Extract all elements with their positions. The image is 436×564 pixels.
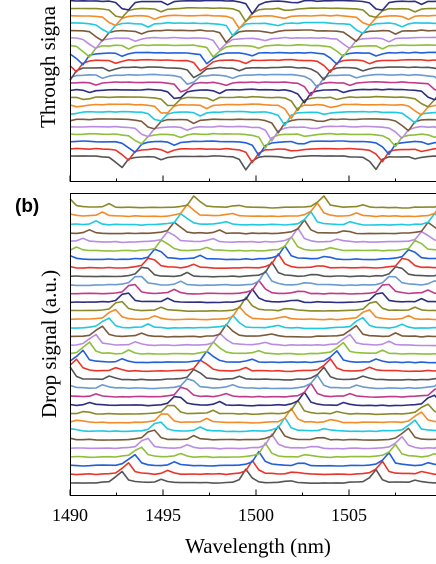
panel-b-series-29 <box>69 227 436 244</box>
panel-b-series-17 <box>69 332 436 347</box>
panel-b-series-33 <box>69 195 436 209</box>
panel-b-series-32 <box>69 202 436 218</box>
panel-b-series-20 <box>69 305 436 321</box>
panel-b-series-7 <box>69 416 436 433</box>
panel-a-series-11 <box>69 81 436 97</box>
panel-a-ticks <box>69 175 396 182</box>
panel-b-series-4 <box>69 442 436 459</box>
panel-b-series-28 <box>69 236 436 252</box>
panel-a-series-4 <box>69 132 436 149</box>
panel-a-series-19 <box>70 21 436 37</box>
panel-a-series-12 <box>69 73 436 89</box>
panel-b-series-8 <box>69 407 436 424</box>
panel-b-series-11 <box>69 382 436 398</box>
x-tick-label-1500: 1500 <box>238 505 274 525</box>
x-tick-label-1505: 1505 <box>331 505 367 525</box>
panel-b-series-19 <box>70 314 436 330</box>
panel-b-series-2 <box>69 459 436 476</box>
panel-a-series-6 <box>69 118 436 134</box>
x-tick-label-1490: 1490 <box>52 505 88 525</box>
panel-b-series-15 <box>69 349 436 364</box>
panel-b-label: (b) <box>15 196 39 217</box>
panel-a-series-17 <box>69 36 436 51</box>
panel-b-series-24 <box>69 270 436 287</box>
panel-b-series-14 <box>69 358 436 373</box>
panel-b-series-10 <box>69 391 436 407</box>
panel-b: 1490 1495 1500 1505 1: (b) Drop signal (a.u.… <box>15 193 436 558</box>
panel-b-series-21 <box>69 296 436 312</box>
panel-b-series-23 <box>70 279 436 295</box>
panel-b-series-25 <box>69 261 436 278</box>
panel-b-series-6 <box>69 425 436 441</box>
panel-a-series-2 <box>69 147 436 164</box>
panel-b-series-3 <box>69 450 436 467</box>
panel-b-series-9 <box>70 399 436 416</box>
panel-a-series-9 <box>70 95 436 112</box>
panel-b-series-22 <box>69 288 436 304</box>
panel-a-series-8 <box>69 103 436 120</box>
panel-a-series-15 <box>69 51 436 66</box>
panel-a-series-3 <box>69 140 436 157</box>
panel-a-series-7 <box>69 110 436 127</box>
x-axis-title: Wavelength (nm) <box>185 534 331 558</box>
panel-a: Through signa <box>36 0 436 182</box>
panel-b-series-5 <box>69 433 436 450</box>
panel-b-series-16 <box>69 341 436 355</box>
panel-a-series-5 <box>69 125 436 142</box>
x-tick-label-1510: 1: <box>435 505 436 525</box>
panel-b-traces <box>69 195 436 484</box>
panel-b-series-26 <box>69 253 436 269</box>
panel-a-series-10 <box>69 88 436 104</box>
panel-a-series-14 <box>69 58 436 73</box>
panel-a-traces <box>69 0 436 171</box>
panel-a-series-22 <box>69 0 436 15</box>
panel-b-series-18 <box>69 323 436 338</box>
panel-a-series-18 <box>69 29 436 44</box>
panel-a-series-21 <box>69 7 436 23</box>
panel-a-series-13 <box>69 66 436 81</box>
panel-a-series-20 <box>69 14 436 30</box>
panel-b-series-31 <box>69 210 436 226</box>
panel-b-series-1 <box>69 468 436 484</box>
panel-a-y-axis-title: Through signa <box>36 5 60 128</box>
panel-a-series-16 <box>69 44 436 58</box>
panel-b-y-axis-title: Drop signal (a.u.) <box>37 270 61 418</box>
panel-b-ticks: 1490 1495 1500 1505 1: <box>52 489 436 525</box>
panel-b-series-27 <box>69 245 436 261</box>
panel-b-series-12 <box>69 374 436 390</box>
panel-b-series-13 <box>69 366 436 381</box>
panel-b-series-30 <box>69 219 436 235</box>
x-tick-label-1495: 1495 <box>145 505 181 525</box>
